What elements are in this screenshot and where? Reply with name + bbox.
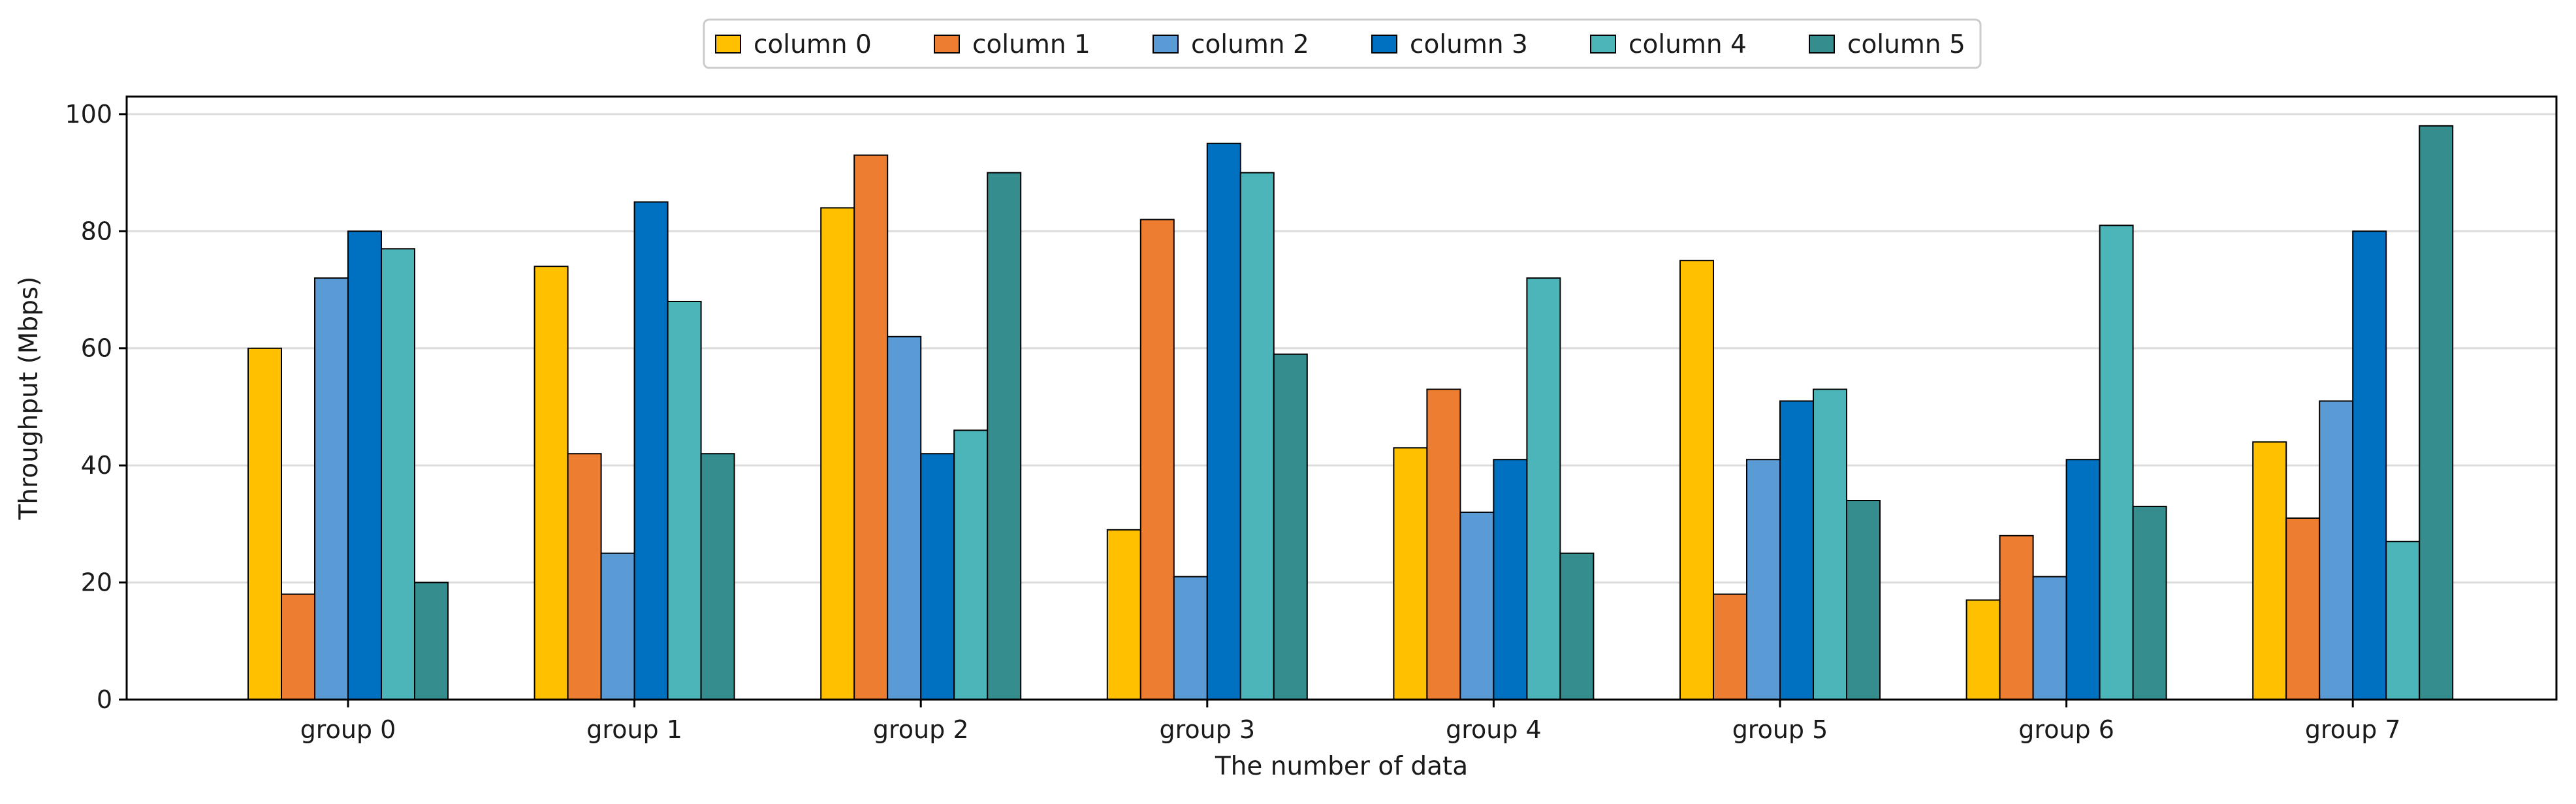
legend-label: column 5: [1847, 30, 1965, 59]
legend-label: column 3: [1410, 30, 1528, 59]
legend: column 0 column 1 column 2 column 3 column 4…: [703, 18, 1982, 69]
bar-group-5-column-1: [1713, 593, 1747, 701]
bar-group-1-column-5: [700, 453, 735, 701]
bar-group-5-column-0: [1679, 260, 1714, 701]
legend-label: column 0: [754, 30, 872, 59]
x-tick-label: group 3: [1159, 715, 1255, 744]
bar-group-4-column-5: [1559, 552, 1595, 700]
bar-group-4-column-4: [1526, 277, 1561, 700]
bar-group-7-column-2: [2319, 400, 2354, 700]
bar-group-4-column-2: [1459, 511, 1495, 701]
legend-box: [703, 18, 1982, 69]
bar-group-4-column-1: [1426, 388, 1461, 700]
bar-group-3-column-3: [1206, 142, 1241, 701]
y-axis-label: Throughput (Mbps): [14, 277, 44, 521]
bar-group-0-column-4: [381, 248, 415, 700]
grid-lines: [127, 113, 2556, 584]
bar-group-0-column-1: [281, 593, 315, 701]
bar-group-0-column-3: [347, 230, 382, 701]
bar-group-2-column-1: [853, 154, 889, 700]
x-axis-label: The number of data: [1215, 752, 1468, 781]
legend-swatch: [1371, 35, 1397, 54]
bar-group-7-column-3: [2352, 230, 2387, 701]
legend-label: column 1: [972, 30, 1090, 59]
y-tick-label: 0: [97, 685, 112, 714]
bar-group-1-column-1: [567, 453, 602, 701]
plot-frame: [125, 95, 2558, 701]
bar-group-6-column-3: [2065, 459, 2101, 700]
x-tick-label: group 7: [2305, 715, 2401, 744]
bar-group-7-column-1: [2285, 517, 2321, 700]
legend-swatch: [1153, 35, 1179, 54]
bar-group-5-column-3: [1779, 400, 1814, 700]
bar-group-6-column-2: [2032, 576, 2067, 700]
x-axis: group 0 group 1 group 2 group 3 group 4 group…: [300, 700, 2401, 744]
bar-group-3-column-2: [1173, 576, 1208, 700]
y-tick-label: 100: [65, 100, 112, 129]
bars: [247, 125, 2454, 701]
bar-group-4-column-3: [1493, 459, 1528, 700]
y-tick-label: 80: [81, 217, 112, 245]
bar-group-0-column-5: [414, 581, 449, 700]
legend-swatch: [934, 35, 960, 54]
bar-group-7-column-0: [2252, 441, 2287, 700]
y-tick-label: 20: [81, 568, 112, 597]
bar-group-4-column-0: [1393, 447, 1428, 700]
bar-group-2-column-3: [920, 453, 955, 701]
bar-group-7-column-5: [2419, 125, 2454, 700]
bar-group-2-column-5: [987, 172, 1022, 701]
bar-group-1-column-3: [633, 201, 669, 701]
bar-group-6-column-4: [2099, 224, 2134, 700]
bar-group-0-column-0: [247, 347, 282, 700]
bar-group-2-column-0: [820, 207, 855, 700]
bar-group-1-column-4: [667, 300, 702, 700]
bar-group-3-column-1: [1139, 219, 1175, 700]
y-tick-label: 40: [81, 451, 112, 480]
y-tick-label: 60: [81, 334, 112, 363]
x-tick-label: group 6: [2018, 715, 2114, 744]
x-tick-label: group 4: [1446, 715, 1542, 744]
bar-group-5-column-4: [1813, 388, 1847, 700]
bar-group-2-column-2: [887, 335, 922, 700]
legend-label: column 4: [1629, 30, 1747, 59]
bar-group-2-column-4: [953, 429, 989, 700]
legend-swatch: [1809, 35, 1835, 54]
bar-group-3-column-4: [1239, 172, 1275, 701]
bar-group-6-column-5: [2132, 505, 2167, 701]
x-tick-label: group 2: [873, 715, 969, 744]
legend-swatch: [1590, 35, 1616, 54]
bar-group-6-column-0: [1965, 599, 2001, 700]
bar-group-5-column-2: [1746, 459, 1781, 700]
legend-swatch: [715, 35, 741, 54]
bar-group-1-column-2: [600, 552, 635, 700]
x-tick-label: group 5: [1732, 715, 1828, 744]
x-tick-label: group 0: [300, 715, 396, 744]
bar-group-5-column-5: [1846, 499, 1881, 700]
x-tick-label: group 1: [586, 715, 682, 744]
bar-group-3-column-0: [1106, 529, 1141, 700]
legend-label: column 2: [1191, 30, 1309, 59]
bar-group-6-column-1: [1999, 534, 2034, 701]
bar-group-3-column-5: [1273, 353, 1308, 700]
bar-group-0-column-2: [314, 277, 349, 700]
y-axis: 0 20 40 60 80 100: [65, 100, 127, 714]
bar-group-7-column-4: [2385, 540, 2421, 701]
bar-group-1-column-0: [533, 266, 569, 700]
